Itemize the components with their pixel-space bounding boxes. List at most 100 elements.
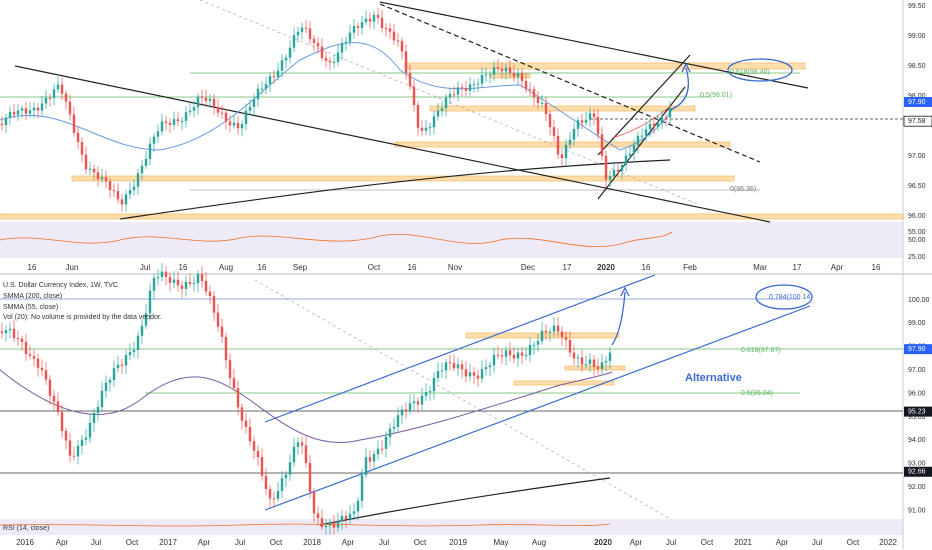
candle-body bbox=[152, 136, 156, 144]
candle-body bbox=[452, 94, 456, 96]
candle-body bbox=[432, 116, 436, 128]
candle-body bbox=[308, 28, 312, 39]
candle-body bbox=[264, 84, 268, 89]
candle-body bbox=[192, 107, 196, 111]
candle-body bbox=[16, 110, 20, 115]
candle-body bbox=[392, 31, 396, 41]
candle-body bbox=[436, 371, 440, 378]
price-label: 97.58 bbox=[908, 118, 926, 125]
candle-body bbox=[396, 40, 400, 42]
time-label: Jul bbox=[666, 538, 676, 547]
candle-body bbox=[0, 331, 4, 334]
candle-body bbox=[260, 457, 264, 476]
time-label: Sep bbox=[293, 263, 308, 272]
price-label: 96.00 bbox=[908, 213, 926, 220]
candle-body bbox=[176, 119, 180, 122]
price-label: 95.00 bbox=[908, 414, 926, 421]
candle-body bbox=[296, 31, 300, 36]
time-label: 16 bbox=[28, 263, 37, 272]
candle-body bbox=[464, 87, 468, 91]
time-label: Oct bbox=[126, 538, 139, 547]
candle-body bbox=[172, 279, 176, 283]
candle-body bbox=[300, 442, 304, 446]
highlight-ellipse bbox=[727, 58, 793, 82]
time-label: 17 bbox=[793, 263, 802, 272]
candle-body bbox=[44, 97, 48, 104]
candle-body bbox=[28, 110, 32, 114]
candle-body bbox=[336, 52, 340, 62]
candle-body bbox=[188, 282, 192, 284]
time-label: Dec bbox=[521, 263, 535, 272]
candle-body bbox=[648, 123, 652, 130]
candle-body bbox=[608, 352, 612, 361]
candle-body bbox=[32, 107, 36, 111]
time-label: Jul bbox=[235, 538, 245, 547]
candle-body bbox=[304, 445, 308, 463]
price-label: 97.00 bbox=[908, 367, 926, 374]
candle-body bbox=[252, 99, 256, 107]
candle-body bbox=[36, 358, 40, 368]
fib-label: 0.5(98.01) bbox=[700, 92, 732, 99]
fib-label: 0.784(100.14) bbox=[769, 294, 813, 301]
candle-body bbox=[348, 513, 352, 520]
candle-body bbox=[168, 276, 172, 283]
candle-body bbox=[548, 114, 552, 128]
candle-body bbox=[568, 139, 572, 145]
candle-body bbox=[352, 511, 356, 514]
candle-body bbox=[340, 515, 344, 522]
candle-body bbox=[332, 522, 336, 528]
rsi-line bbox=[0, 231, 673, 248]
candle-body bbox=[444, 97, 448, 109]
candle-body bbox=[248, 106, 252, 111]
candle-body bbox=[244, 110, 248, 125]
time-label: Apr bbox=[776, 538, 789, 547]
rsi-title: RSI (14, close) bbox=[3, 525, 49, 532]
candle-body bbox=[636, 135, 640, 146]
candle-body bbox=[0, 123, 4, 126]
candle-body bbox=[604, 155, 608, 180]
candle-body bbox=[628, 153, 632, 156]
annotation: Alternative bbox=[685, 372, 742, 384]
time-label: 2016 bbox=[16, 538, 34, 547]
candle-body bbox=[592, 113, 596, 117]
time-label: Oct bbox=[414, 538, 427, 547]
candle-body bbox=[88, 422, 92, 438]
candle-body bbox=[420, 127, 424, 131]
candle-body bbox=[396, 415, 400, 427]
candle-body bbox=[256, 88, 260, 100]
candle-body bbox=[464, 369, 468, 377]
candle-body bbox=[540, 102, 544, 104]
candle-body bbox=[212, 296, 216, 313]
candle-body bbox=[140, 165, 144, 174]
candle-body bbox=[128, 352, 132, 356]
candle-body bbox=[108, 380, 112, 383]
candle-body bbox=[96, 172, 100, 180]
candle-body bbox=[452, 363, 456, 369]
candle-body bbox=[548, 331, 552, 333]
candle-body bbox=[136, 173, 140, 187]
candle-body bbox=[528, 89, 532, 91]
candle-body bbox=[184, 282, 188, 289]
candle-body bbox=[440, 370, 444, 372]
candle-body bbox=[68, 101, 72, 115]
candle-body bbox=[320, 46, 324, 59]
candle-body bbox=[144, 313, 148, 326]
rsi-label: 55.00 bbox=[908, 229, 926, 236]
candle-body bbox=[216, 106, 220, 113]
candle-body bbox=[56, 84, 60, 90]
time-label: Aug bbox=[532, 538, 546, 547]
candle-body bbox=[272, 76, 276, 78]
candle-body bbox=[72, 455, 76, 457]
candle-body bbox=[172, 119, 176, 125]
fib-label: 0(96.36) bbox=[730, 186, 756, 193]
candle-body bbox=[276, 490, 280, 499]
candle-body bbox=[156, 277, 160, 279]
candle-body bbox=[252, 441, 256, 451]
candle-body bbox=[344, 515, 348, 520]
candle-body bbox=[524, 355, 528, 357]
candle-body bbox=[640, 135, 644, 137]
fib-label: 0.618(97.87) bbox=[741, 347, 781, 354]
candle-body bbox=[596, 366, 600, 370]
candle-body bbox=[284, 474, 288, 479]
candle-body bbox=[604, 360, 608, 363]
